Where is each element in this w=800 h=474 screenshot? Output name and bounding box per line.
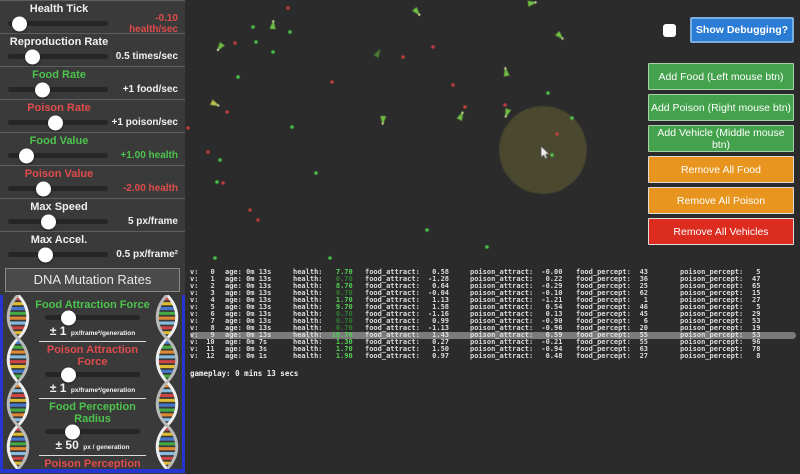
add-poison-button[interactable]: Add Poison (Right mouse btn) [648,94,794,121]
slider-label: Poison Rate [27,102,91,114]
main-area: Show Debugging? Add Food (Left mouse btn… [185,0,800,474]
slider-label: Max Accel. [30,234,88,246]
slider-value: +1 food/sec [122,84,178,95]
slider-value: 0.5 px/frame² [116,249,178,260]
dna-slider-group: Food Attraction Force ± 1 px/frame²/gene… [33,299,152,342]
slider-group: Poison Rate +1 poison/sec [0,99,185,132]
slider-track[interactable] [8,214,108,229]
dna-slider-label: Food Perception Radius [49,401,136,425]
remove-all-vehicles-button[interactable]: Remove All Vehicles [648,218,794,245]
dna-helix-left-icon [6,295,30,469]
table-row: v: 3 age: 0m 13s health: 0.70 food_attract:… [190,289,761,297]
slider-track[interactable] [8,82,108,97]
simulation-sliders: Health Tick -0.10 health/sec Reproductio… [0,0,185,264]
dna-helix-right-icon [155,295,179,469]
sidebar: Health Tick -0.10 health/sec Reproductio… [0,0,185,474]
slider-value: -2.00 health [122,183,178,194]
slider-track[interactable] [45,424,140,439]
table-row: v: 0 age: 0m 13s health: 7.70 food_attract:… [190,268,761,276]
slider-group: Poison Value -2.00 health [0,165,185,198]
slider-value: -0.10 health/sec [129,12,178,35]
vehicle-stats-table: v: 0 age: 0m 13s health: 7.70 food_attract:… [190,269,796,360]
dna-panel: Food Attraction Force ± 1 px/frame²/gene… [0,295,185,473]
add-vehicle-button[interactable]: Add Vehicle (Middle mouse btn) [648,125,794,152]
slider-label: Reproduction Rate [9,36,109,48]
slider-track[interactable] [8,181,108,196]
slider-track[interactable] [45,310,140,325]
gameplay-time: gameplay: 0 mins 13 secs [190,369,299,378]
slider-value: 5 px/frame [127,216,178,227]
slider-group: Health Tick -0.10 health/sec [0,0,185,35]
slider-thumb[interactable] [61,367,77,382]
action-buttons: Add Food (Left mouse btn) Add Poison (Rig… [648,63,794,249]
slider-thumb[interactable] [34,82,50,97]
slider-thumb[interactable] [24,49,40,64]
table-row: v: 4 age: 0m 13s health: 1.70 food_attract:… [190,296,761,304]
slider-track[interactable] [8,115,108,130]
slider-group: Reproduction Rate 0.5 times/sec [0,33,185,66]
slider-thumb[interactable] [11,16,27,31]
dna-slider-label: Poison Attraction Force [46,344,139,368]
slider-thumb[interactable] [40,214,56,229]
table-row: v: 1 age: 0m 13s health: 0.70 food_attract:… [190,275,761,283]
dna-slider-label: Food Attraction Force [35,299,150,311]
slider-thumb[interactable] [37,247,53,262]
table-row: v: 6 age: 0m 13s health: 0.70 food_attract:… [190,310,761,318]
dna-mutation-amount: ± 1 px/frame²/generation [39,322,146,342]
slider-value: +1.00 health [120,150,178,161]
slider-group: Max Accel. 0.5 px/frame² [0,231,185,264]
slider-group: Food Rate +1 food/sec [0,66,185,99]
table-row: v: 2 age: 0m 13s health: 8.70 food_attract:… [190,282,761,290]
show-debugging-checkbox[interactable] [663,23,676,37]
slider-thumb[interactable] [18,148,34,163]
slider-thumb[interactable] [47,115,63,130]
slider-label: Food Rate [32,69,86,81]
remove-all-food-button[interactable]: Remove All Food [648,156,794,183]
debug-controls: Show Debugging? [663,17,795,43]
slider-value: 0.5 times/sec [115,51,178,62]
slider-track[interactable] [8,16,108,31]
dna-mutation-amount: ± 1 px/frame²/generation [39,379,146,399]
slider-label: Poison Value [24,168,94,180]
slider-thumb[interactable] [65,424,81,439]
dna-slider-group: Food Perception Radius ± 50 px / generat… [33,401,152,456]
dna-mutation-rates-header[interactable]: DNA Mutation Rates [5,268,180,292]
slider-value: +1 poison/sec [111,117,178,128]
table-row: v: 9 age: 0m 13s health: 18.70 food_attract… [190,332,796,339]
slider-label: Health Tick [29,3,89,15]
table-row: v: 11 age: 0m 3s health: 1.70 food_attract:… [190,345,761,353]
slider-track[interactable] [8,49,108,64]
slider-thumb[interactable] [35,181,51,196]
table-row: v: 5 age: 0m 13s health: 9.70 food_attract:… [190,303,761,311]
dna-slider-label: Poison Perception Radius [44,458,141,470]
slider-track[interactable] [8,247,108,262]
dna-slider-group: Poison Perception Radius [33,458,152,470]
slider-group: Max Speed 5 px/frame [0,198,185,231]
slider-thumb[interactable] [61,310,77,325]
dna-mutation-amount: ± 50 px / generation [39,436,146,456]
table-row: v: 7 age: 0m 13s health: 0.70 food_attract:… [190,317,761,325]
slider-track[interactable] [8,148,108,163]
slider-track[interactable] [45,367,140,382]
slider-label: Max Speed [30,201,88,213]
remove-all-poison-button[interactable]: Remove All Poison [648,187,794,214]
table-row: v: 10 age: 0m 7s health: 1.30 food_attract:… [190,338,761,346]
table-row: v: 8 age: 0m 13s health: 0.70 food_attract:… [190,324,761,332]
slider-label: Food Value [29,135,89,147]
slider-group: Food Value +1.00 health [0,132,185,165]
dna-slider-group: Poison Attraction Force ± 1 px/frame²/ge… [33,344,152,399]
show-debugging-button[interactable]: Show Debugging? [690,17,794,43]
dna-mutation-sliders: Food Attraction Force ± 1 px/frame²/gene… [33,295,152,469]
table-row: v: 12 age: 0m 1s health: 1.90 food_attract:… [190,352,761,360]
add-food-button[interactable]: Add Food (Left mouse btn) [648,63,794,90]
